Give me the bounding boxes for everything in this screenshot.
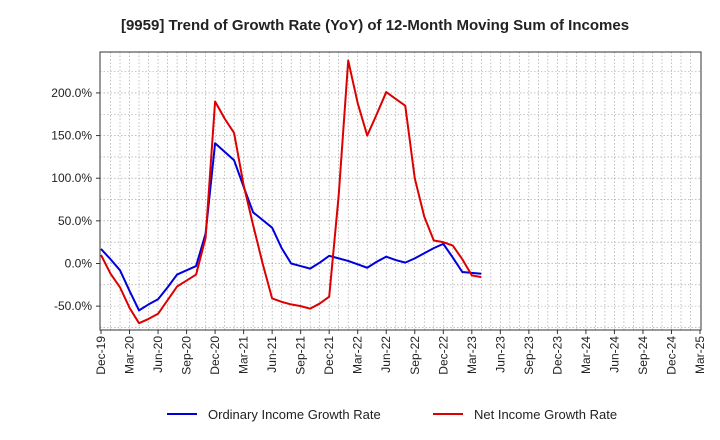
y-tick-label: 0.0% [65,256,93,270]
x-tick-label: Jun-24 [607,336,621,373]
legend: Ordinary Income Growth Rate Net Income Gr… [167,407,617,422]
y-axis: -50.0% 0.0% 50.0% 100.0% 150.0% 200.0% [51,86,100,313]
x-tick-label: Mar-24 [579,336,593,374]
y-tick-label: 100.0% [51,171,92,185]
x-tick-label: Sep-22 [408,336,422,375]
x-tick-label: Sep-20 [180,336,194,375]
plot-area [99,51,702,331]
x-tick-label: Mar-21 [237,336,251,374]
x-tick-label: Sep-21 [294,336,308,375]
y-tick-label: 150.0% [51,129,92,143]
chart-title: [9959] Trend of Growth Rate (YoY) of 12-… [121,17,629,34]
x-axis: Dec-19 Mar-20 Jun-20 Sep-20 Dec-20 Mar-21 Jun-… [94,330,707,375]
x-tick-label: Jun-23 [493,336,507,373]
y-tick-label: 200.0% [51,86,92,100]
x-tick-label: Sep-23 [522,336,536,375]
x-tick-label: Jun-21 [265,336,279,373]
series-line [100,142,482,312]
x-tick-label: Sep-24 [636,336,650,375]
x-tick-label: Dec-21 [322,336,336,375]
x-tick-label: Dec-20 [208,336,222,375]
grid [100,52,701,330]
x-tick-label: Jun-22 [379,336,393,373]
x-tick-label: Mar-22 [351,336,365,374]
x-tick-label: Jun-20 [151,336,165,373]
x-tick-label: Dec-24 [664,336,678,375]
x-tick-label: Mar-23 [465,336,479,374]
series-line [100,59,482,325]
x-tick-label: Dec-19 [94,336,108,375]
series-lines [100,59,482,325]
x-tick-label: Dec-23 [550,336,564,375]
legend-label: Net Income Growth Rate [474,407,617,422]
x-tick-label: Mar-20 [123,336,137,374]
x-tick-label: Dec-22 [436,336,450,375]
legend-label: Ordinary Income Growth Rate [208,407,381,422]
y-tick-label: -50.0% [54,299,92,313]
y-tick-label: 50.0% [58,214,92,228]
x-tick-label: Mar-25 [693,336,707,374]
